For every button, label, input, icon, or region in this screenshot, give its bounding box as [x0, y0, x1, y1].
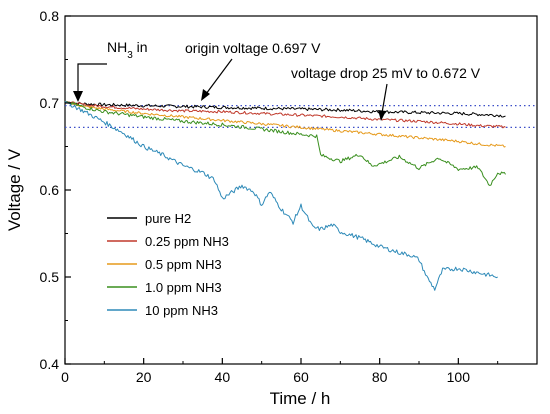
x-tick-label: 100 [447, 369, 471, 385]
series-line [64, 100, 498, 291]
series-line [64, 100, 506, 118]
x-axis-title: Time / h [270, 389, 331, 408]
y-axis-title: Voltage / V [5, 148, 24, 231]
legend-label: pure H2 [145, 211, 191, 226]
origin-voltage-annotation: origin voltage 0.697 V [185, 40, 321, 56]
x-tick-label: 20 [136, 369, 152, 385]
voltage-drop-annotation: voltage drop 25 mV to 0.672 V [291, 65, 481, 81]
series-line [64, 100, 506, 186]
y-tick-label: 0.7 [40, 95, 60, 111]
series-layer [64, 100, 506, 291]
legend-label: 1.0 ppm NH3 [145, 280, 222, 295]
origin-voltage-pointer [205, 58, 233, 95]
nh3-in-pointer [77, 63, 107, 97]
voltage-drop-pointer [381, 83, 388, 114]
legend-label: 10 ppm NH3 [145, 303, 218, 318]
x-tick-label: 60 [293, 369, 309, 385]
origin-voltage-arrowhead-icon [201, 89, 210, 101]
x-tick-label: 40 [215, 369, 231, 385]
voltage-drop-arrowhead-icon [378, 110, 386, 121]
legend: pure H2 0.25 ppm NH3 0.5 ppm NH3 1.0 ppm NH… [107, 211, 229, 318]
y-tick-label: 0.5 [40, 269, 60, 285]
y-tick-label: 0.6 [40, 182, 60, 198]
nh3-in-annotation: NH3 in [107, 39, 148, 61]
x-tick-label: 0 [61, 369, 69, 385]
legend-label: 0.5 ppm NH3 [145, 257, 222, 272]
ticks-layer: 0 20 40 60 80 100 0.4 0.5 0.6 0.7 0.8 [40, 8, 499, 385]
nh3-in-arrowhead-icon [73, 91, 83, 102]
series-line [64, 100, 506, 129]
y-tick-label: 0.4 [40, 356, 60, 372]
x-tick-label: 80 [372, 369, 388, 385]
series-line [64, 100, 506, 148]
y-tick-label: 0.8 [40, 8, 60, 24]
legend-label: 0.25 ppm NH3 [145, 234, 229, 249]
